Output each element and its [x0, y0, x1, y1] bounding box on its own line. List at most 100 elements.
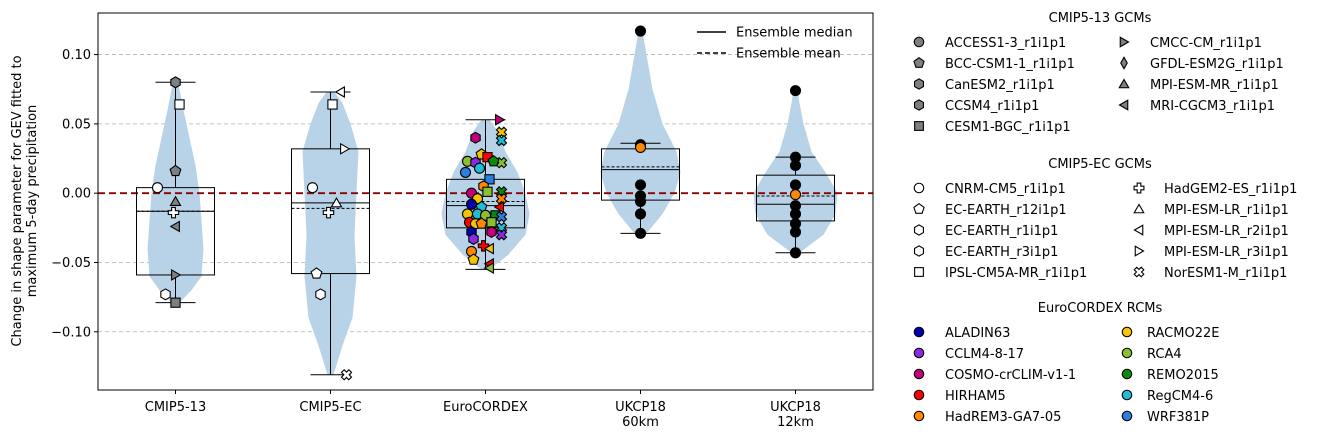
- x-tick-label: 12km: [777, 415, 814, 430]
- legend-group-title: CMIP5-13 GCMs: [1049, 11, 1152, 26]
- legend-label: MPI-ESM-LR_r1i1p1: [1164, 203, 1289, 218]
- data-point: [459, 166, 472, 178]
- data-point: [493, 201, 504, 214]
- y-tick-label: 0.05: [62, 117, 91, 132]
- data-point: [340, 368, 353, 381]
- data-point: [477, 240, 490, 252]
- data-point: [475, 217, 488, 229]
- legend-marker: [913, 326, 925, 338]
- legend-marker: [913, 410, 925, 422]
- legend-label: MRI-CGCM3_r1i1p1: [1150, 99, 1275, 114]
- data-point: [170, 76, 181, 89]
- legend-label: EC-EARTH_r1i1p1: [945, 224, 1058, 239]
- data-point: [310, 267, 323, 279]
- legend-label: CNRM-CM5_r1i1p1: [945, 182, 1066, 197]
- data-point: [487, 155, 500, 167]
- boxplots: [136, 81, 835, 376]
- data-point: [789, 159, 802, 172]
- data-point: [789, 179, 802, 191]
- data-point: [465, 198, 478, 210]
- data-point: [169, 195, 182, 206]
- legend-group-title: EuroCORDEX RCMs: [1038, 301, 1163, 316]
- legend-label: EC-EARTH_r12i1p1: [945, 203, 1067, 218]
- data-point: [160, 288, 171, 301]
- data-point: [473, 162, 486, 174]
- violins: [147, 31, 838, 375]
- data-point: [470, 131, 481, 144]
- legend-marker: [1133, 266, 1145, 278]
- data-point: [306, 182, 319, 194]
- data-point: [789, 247, 802, 259]
- legend-label: MPI-ESM-MR_r1i1p1: [1150, 78, 1279, 93]
- data-point: [789, 85, 802, 97]
- legend-group: EuroCORDEX RCMs ALADIN63 CCLM4-8-17 COSMO-c…: [913, 301, 1219, 425]
- legend-label: ACCESS1-3_r1i1p1: [945, 36, 1066, 51]
- legend-marker: [1121, 368, 1133, 380]
- y-tick-label: −0.10: [51, 325, 91, 340]
- x-tick-label: UKCP18: [770, 400, 821, 415]
- legend-group-title: CMIP5-EC GCMs: [1048, 157, 1152, 172]
- data-point: [483, 262, 494, 275]
- legend-marker: [913, 389, 925, 401]
- legend-marker: [1133, 224, 1144, 236]
- data-point: [482, 186, 493, 197]
- data-points: [151, 25, 802, 381]
- legend-marker: [1121, 347, 1133, 359]
- legend-label: RCA4: [1147, 347, 1182, 362]
- legend-marker: [914, 78, 924, 90]
- data-point: [170, 297, 181, 308]
- inset-legend-label: Ensemble median: [736, 26, 853, 41]
- legend-marker: [913, 347, 925, 359]
- legend-marker: [913, 36, 925, 48]
- data-point: [634, 179, 647, 191]
- legend-label: HIRHAM5: [945, 389, 1006, 404]
- x-tick-label: CMIP5-EC: [299, 400, 361, 415]
- x-tick-label: UKCP18: [615, 400, 666, 415]
- x-axis: CMIP5-13 CMIP5-EC EuroCORDEX UKCP1860kmUKCP…: [145, 390, 821, 430]
- data-point: [467, 253, 480, 265]
- legend-label: ALADIN63: [945, 326, 1010, 341]
- box: [291, 148, 370, 275]
- data-point: [495, 210, 508, 223]
- data-point: [151, 182, 164, 194]
- data-point: [486, 217, 497, 228]
- legend-label: GFDL-ESM2G_r1i1p1: [1150, 57, 1284, 72]
- legend-marker: [1120, 56, 1128, 70]
- legend-label: MPI-ESM-LR_r2i1p1: [1164, 224, 1289, 239]
- legend-label: NorESM1-M_r1i1p1: [1164, 266, 1287, 281]
- y-tick-label: 0.00: [62, 187, 91, 202]
- data-point: [789, 208, 802, 220]
- legend-label: REMO2015: [1147, 368, 1219, 383]
- legend-marker: [1118, 99, 1129, 111]
- legend-label: HadGEM2-ES_r1i1p1: [1164, 182, 1297, 197]
- inset-legend: Ensemble median Ensemble mean: [697, 26, 853, 62]
- legend-label: CCLM4-8-17: [945, 347, 1024, 362]
- data-point: [468, 232, 479, 245]
- data-point: [634, 195, 647, 208]
- legend-marker: [1121, 410, 1133, 422]
- violin: [302, 92, 359, 375]
- data-point: [495, 134, 508, 147]
- legend-label: CMCC-CM_r1i1p1: [1150, 36, 1262, 51]
- legend-marker: [1133, 203, 1145, 214]
- data-point: [483, 242, 494, 255]
- y-axis: 0.10 0.05 0.00 −0.05 −0.10: [51, 48, 98, 340]
- data-point: [495, 192, 508, 205]
- legend-marker: [914, 245, 924, 257]
- x-tick-label: EuroCORDEX: [443, 400, 528, 415]
- legend-label: RegCM4-6: [1147, 389, 1213, 404]
- data-point: [330, 196, 343, 208]
- data-point: [167, 206, 180, 219]
- data-point: [327, 99, 338, 110]
- legend-label: CanESM2_r1i1p1: [945, 78, 1055, 93]
- data-point: [486, 225, 497, 239]
- data-point: [789, 226, 802, 238]
- legend-label: EC-EARTH_r3i1p1: [945, 245, 1058, 260]
- legend-marker: [914, 267, 924, 277]
- data-point: [340, 142, 351, 155]
- legend-marker: [914, 99, 924, 111]
- legend-label: WRF381P: [1147, 410, 1209, 425]
- legend-marker: [1134, 245, 1145, 257]
- legend-label: HadREM3-GA7-05: [945, 410, 1061, 425]
